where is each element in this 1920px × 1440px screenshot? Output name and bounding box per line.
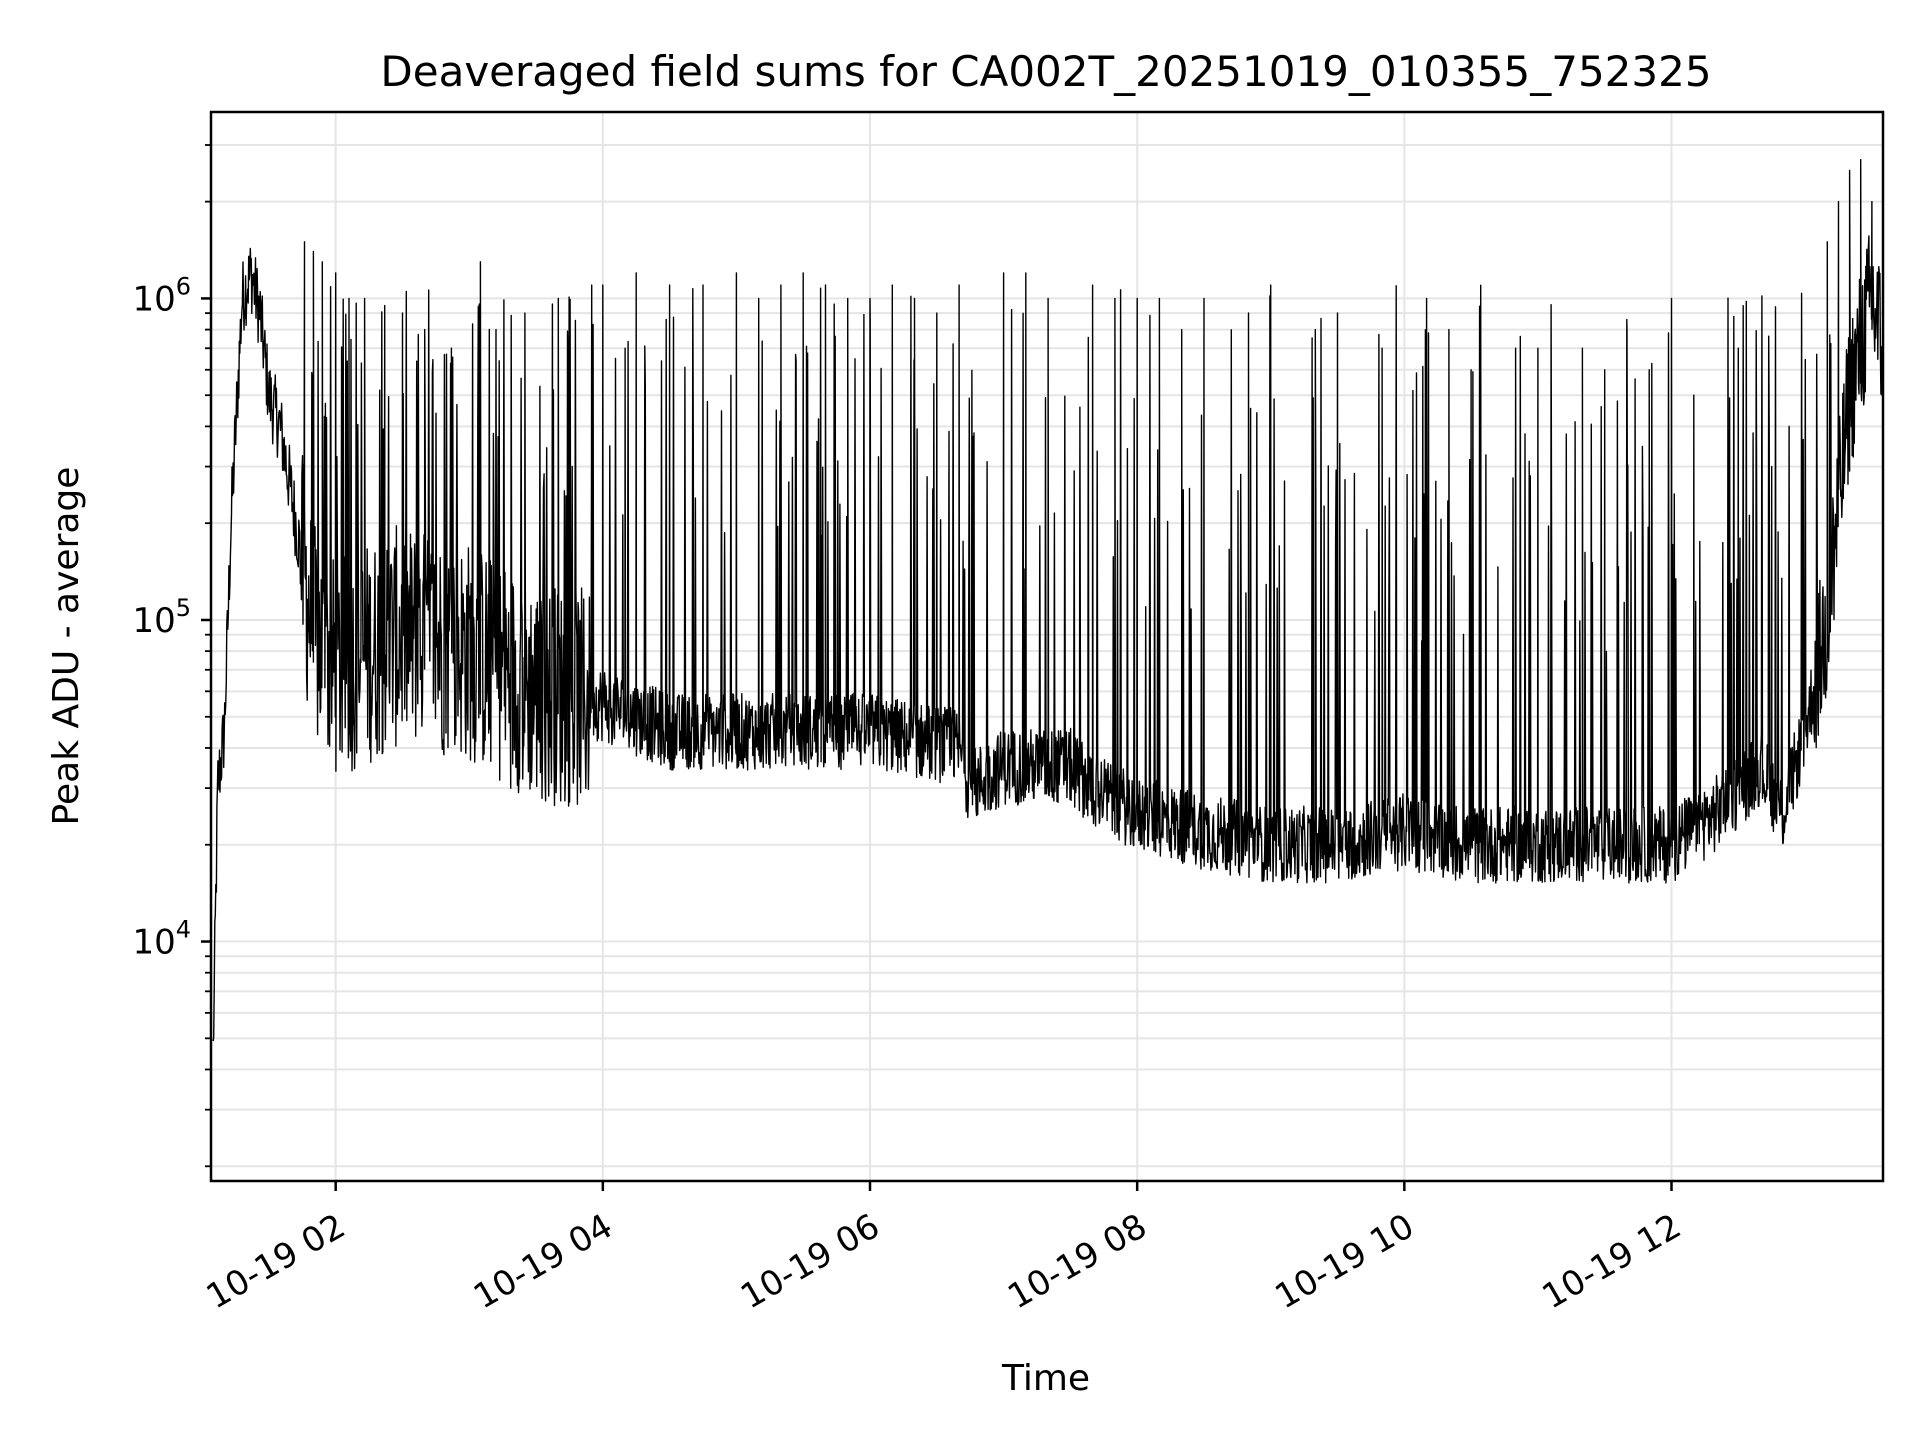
x-tick-label: 10-19 10 — [1268, 1206, 1420, 1317]
data-series — [212, 158, 1884, 1042]
plot-frame — [209, 110, 1885, 1183]
chart-title: Deaveraged field sums for CA002T_2025101… — [380, 47, 1711, 96]
y-axis-label: Peak ADU - average — [46, 467, 87, 826]
y-axis: 104 105 106 — [132, 144, 211, 1168]
series-line — [212, 158, 1884, 1042]
y-tick-label: 104 — [132, 916, 191, 963]
y-tick-label: 106 — [132, 272, 191, 319]
x-axis: 10-19 02 10-19 04 10-19 06 10-19 08 10-19 10… — [200, 1181, 1688, 1317]
x-tick-label: 10-19 12 — [1536, 1206, 1688, 1317]
y-tick-label: 105 — [132, 594, 191, 641]
x-tick-label: 10-19 04 — [467, 1206, 619, 1317]
x-tick-label: 10-19 02 — [200, 1206, 352, 1317]
x-tick-label: 10-19 08 — [1001, 1206, 1153, 1317]
x-axis-label: Time — [1001, 1358, 1090, 1399]
x-tick-label: 10-19 06 — [734, 1206, 886, 1317]
